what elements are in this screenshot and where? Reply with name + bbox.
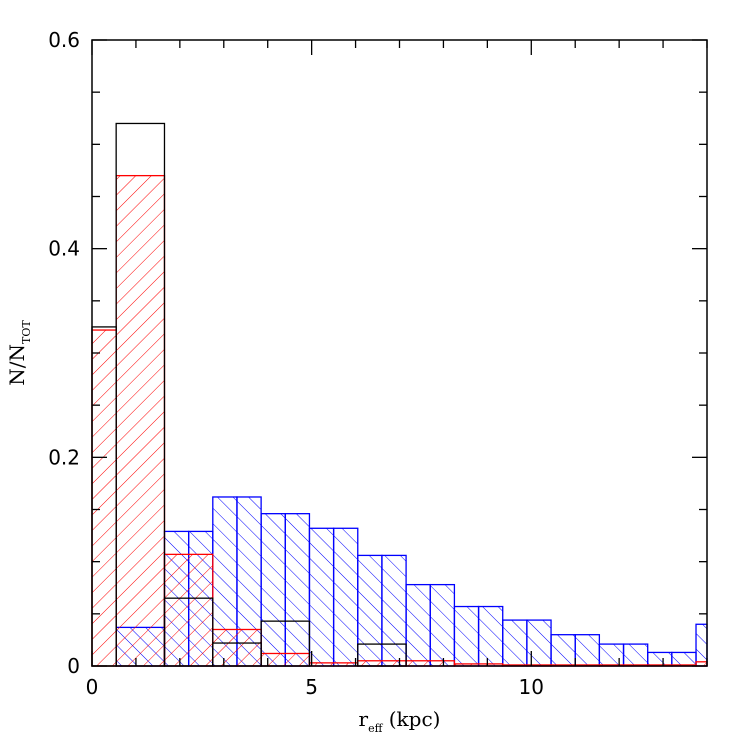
hatch-back-bar-7	[284, 513, 311, 667]
x-tick-labels: 0 5 10	[86, 675, 544, 699]
hatch-back-bar-18	[550, 634, 576, 667]
hatch-back-bar-21	[622, 643, 649, 667]
hatch-back-bar-24	[695, 623, 708, 667]
hatch-forward-bar-0	[91, 329, 117, 667]
hatch-back-bar-14	[453, 605, 480, 667]
plot-frame	[91, 39, 708, 667]
hatch-forward-bar-6	[357, 660, 407, 667]
x-axis-label: reff (kpc)	[359, 707, 441, 735]
x-tick-label: 5	[305, 675, 318, 699]
y-tick-label: 0.6	[48, 28, 80, 52]
y-tick-label: 0.4	[48, 237, 80, 261]
hatch-back-bar-16	[502, 619, 528, 667]
hatch-forward-bar-4	[260, 652, 311, 667]
hatch-back-bar-17	[526, 619, 552, 667]
y-axis-label: N/NTOT	[5, 320, 33, 386]
hatch-back-bar-12	[405, 583, 431, 667]
hatch-back-bar-13	[429, 583, 456, 667]
hatch-back-bar-8	[308, 527, 335, 667]
x-axis-label-unit: (kpc)	[382, 707, 440, 731]
hatch-back-bar-19	[574, 634, 601, 667]
histogram-bars	[91, 122, 708, 667]
hatch-forward-bar-2	[163, 553, 214, 667]
hatch-back-bar-20	[598, 643, 625, 667]
x-tick-label: 0	[86, 675, 99, 699]
y-axis-label-main: N/N	[5, 344, 29, 386]
hatch-back-bar-23	[671, 651, 697, 667]
y-tick-label: 0	[67, 654, 80, 678]
hatch-back-bar-22	[647, 651, 673, 667]
y-axis-label-subscript: TOT	[20, 320, 33, 344]
hatch-back-bar-15	[477, 605, 504, 667]
hatch-forward-bar-1	[115, 174, 166, 667]
y-tick-labels: 0 0.2 0.4 0.6	[48, 28, 80, 678]
y-tick-label: 0.2	[48, 445, 80, 469]
hatch-back-bar-11	[381, 554, 407, 667]
x-axis-label-main: r	[359, 707, 369, 731]
hatch-back-bar-6	[260, 513, 286, 667]
hatch-forward-bar-7	[405, 660, 456, 667]
x-axis-label-subscript: eff	[368, 722, 384, 735]
x-tick-label: 10	[519, 675, 544, 699]
hatch-forward-bar-3	[212, 628, 262, 667]
hatch-back-bar-9	[332, 527, 359, 667]
hatch-back-bar-10	[357, 554, 383, 667]
